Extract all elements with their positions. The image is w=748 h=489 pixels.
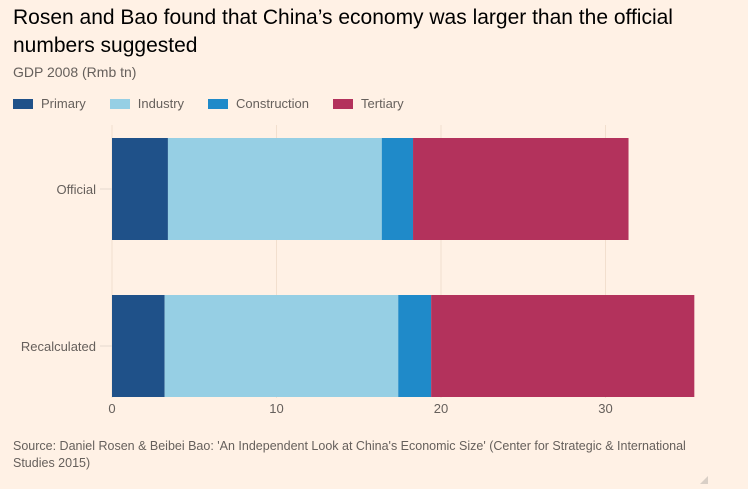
bar-official-industry (167, 138, 382, 240)
x-tick-label-0: 0 (108, 401, 115, 416)
legend-label-industry: Industry (137, 96, 185, 111)
legend-swatch-construction (208, 98, 229, 109)
x-tick-label-10: 10 (269, 401, 283, 416)
legend-label-tertiary: Tertiary (361, 96, 404, 111)
bar-recalculated-construction (398, 295, 432, 397)
legend-label-construction: Construction (236, 96, 310, 111)
legend-item-primary: Primary (13, 96, 86, 111)
x-tick-label-30: 30 (598, 401, 612, 416)
chart-title: Rosen and Bao found that China’s economy… (13, 6, 673, 57)
bar-official-construction (381, 138, 414, 240)
bar-recalculated-tertiary (431, 295, 695, 397)
bar-recalculated-industry (164, 295, 399, 397)
legend-swatch-primary (13, 98, 33, 109)
legend: Primary Industry Construction Tertiary (13, 96, 428, 111)
resize-handle-icon[interactable] (700, 476, 708, 484)
legend-label-primary: Primary (41, 96, 86, 111)
bar-official-tertiary (413, 138, 629, 240)
legend-item-construction: Construction (208, 96, 309, 111)
legend-swatch-industry (109, 98, 130, 109)
source-note: Source: Daniel Rosen & Beibei Bao: 'An I… (13, 439, 686, 470)
bar-recalculated-primary (112, 295, 165, 397)
legend-swatch-tertiary (333, 98, 354, 109)
y-tick-label-recalculated: Recalculated (21, 339, 96, 354)
x-tick-label-20: 20 (434, 401, 448, 416)
chart-plot: 0 10 20 30 Official Recalculated (21, 125, 695, 416)
legend-item-industry: Industry (109, 96, 185, 111)
chart-subtitle: GDP 2008 (Rmb tn) (13, 64, 137, 80)
legend-item-tertiary: Tertiary (333, 96, 404, 111)
y-tick-label-official: Official (57, 182, 97, 197)
bar-official-primary (112, 138, 168, 240)
